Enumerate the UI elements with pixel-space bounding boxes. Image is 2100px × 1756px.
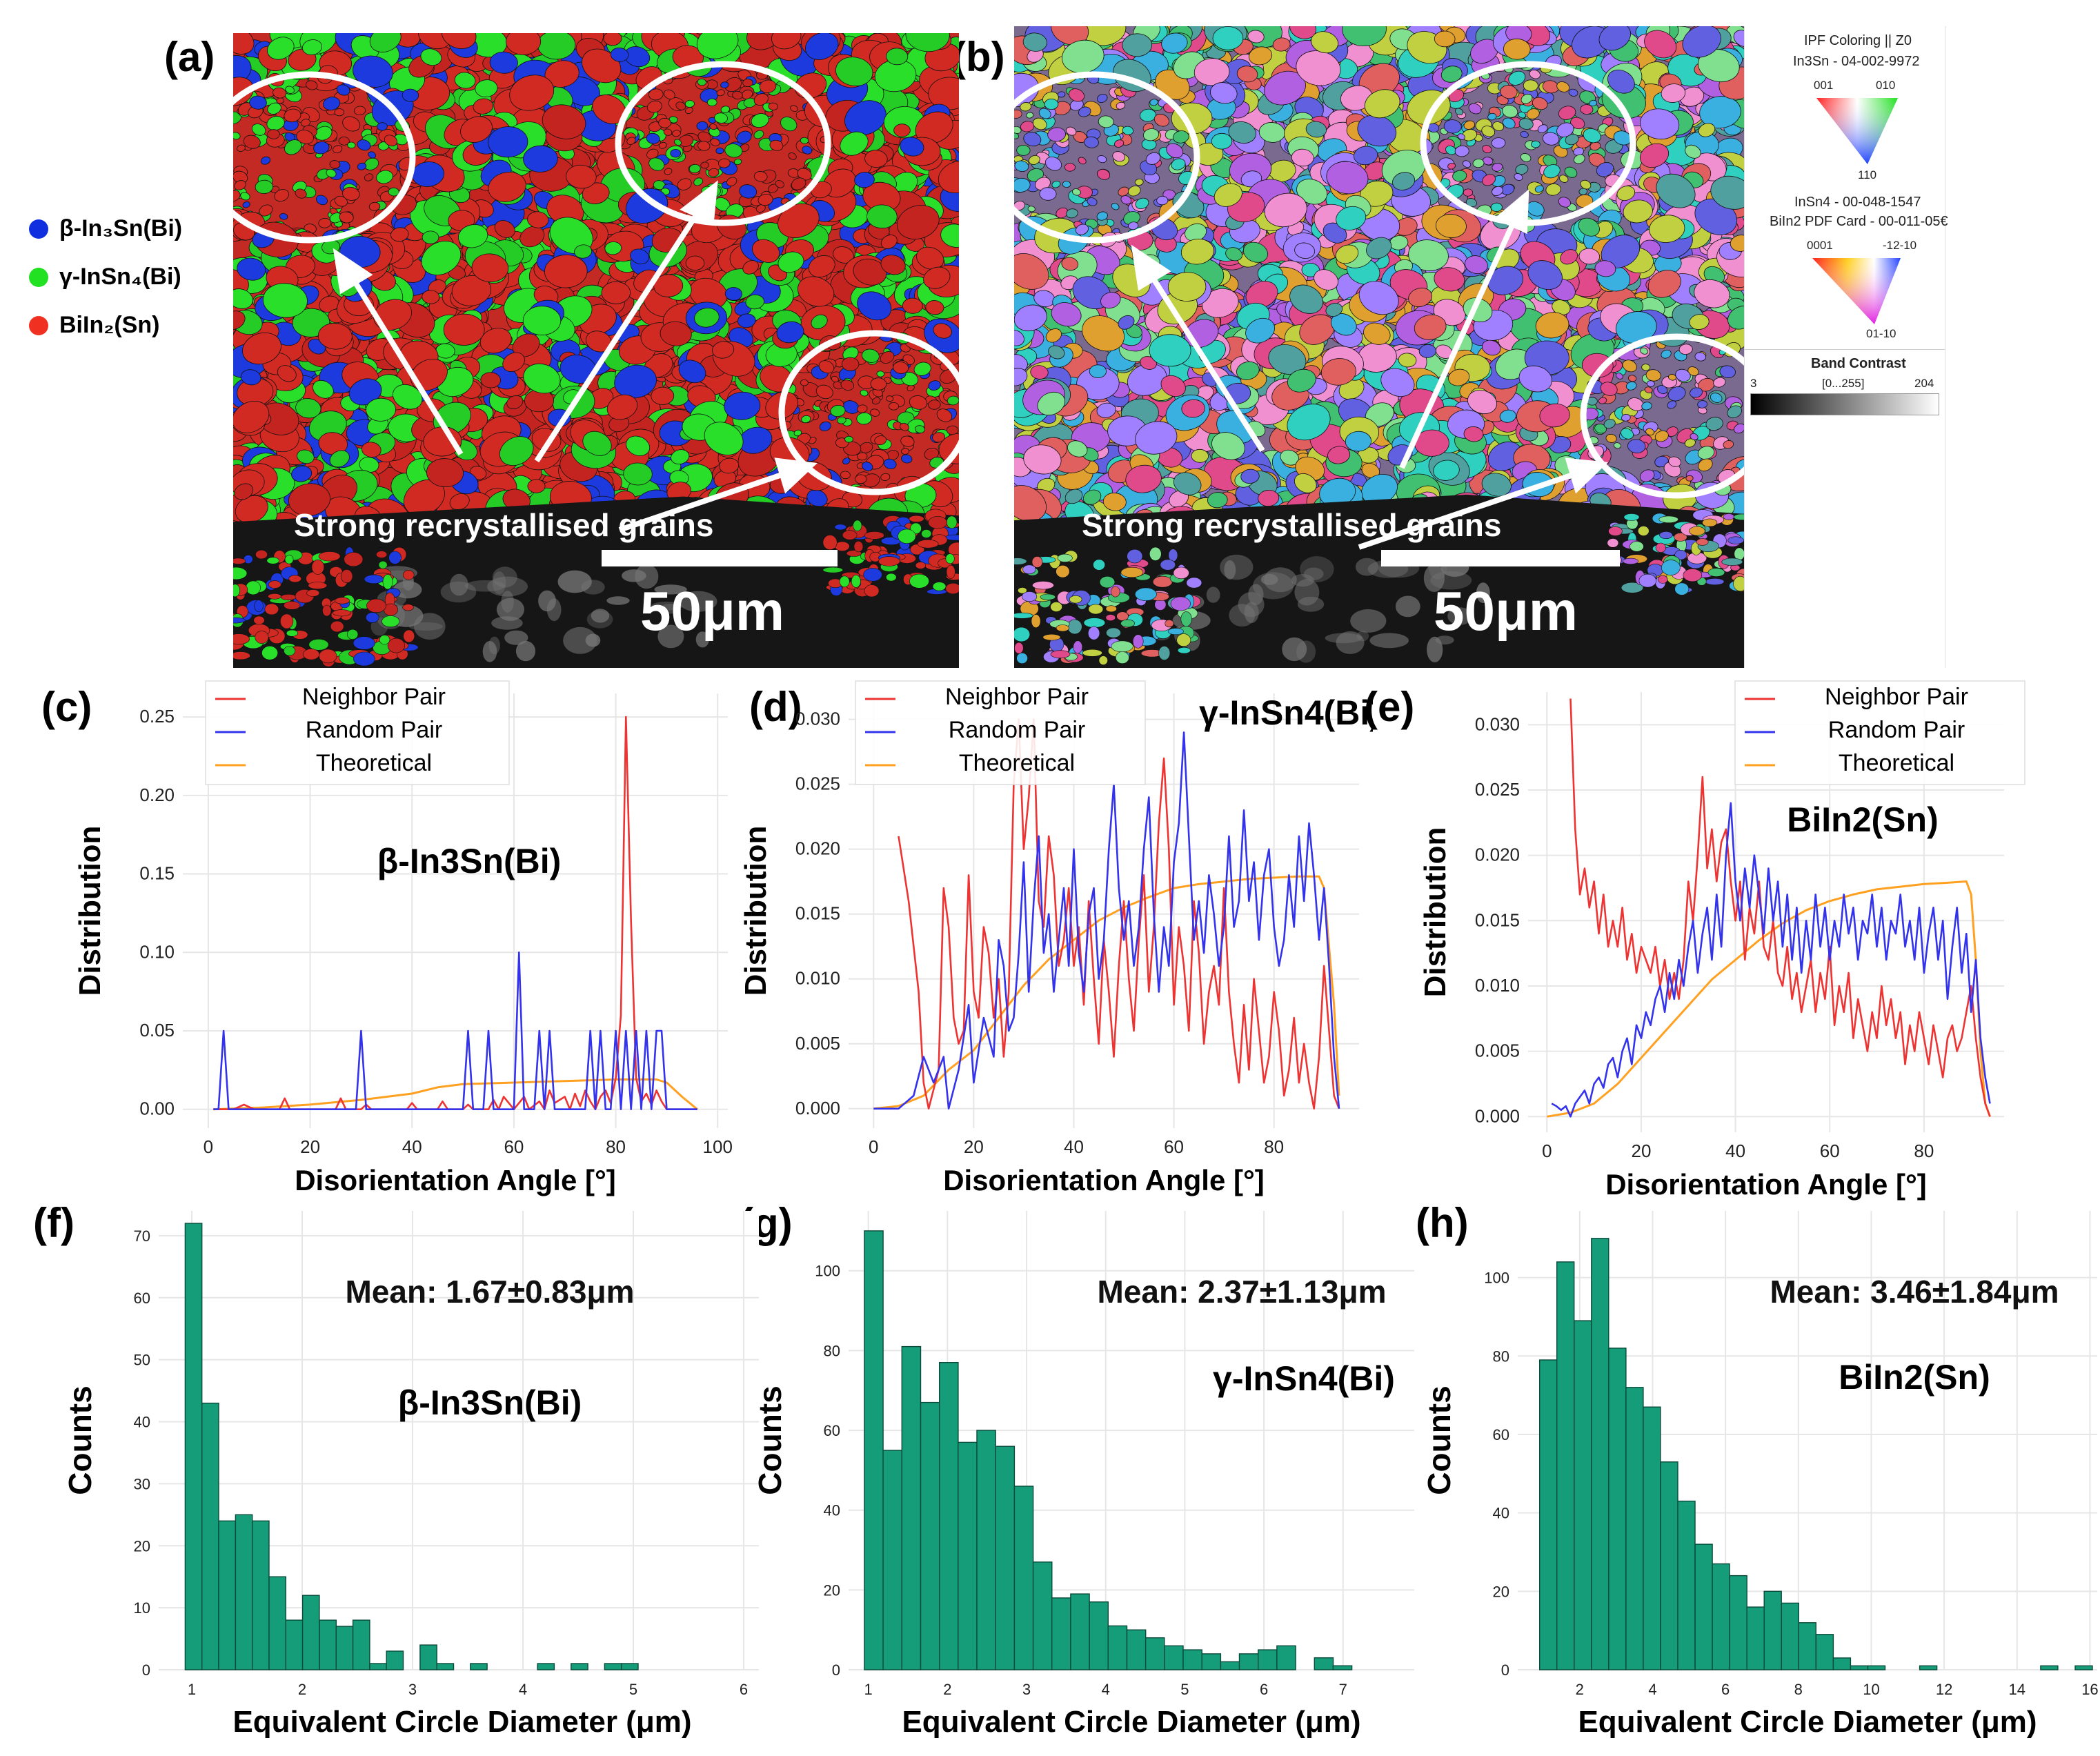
grain (876, 371, 885, 377)
legend-label: β-In₃Sn(Bi) (59, 215, 183, 241)
grain (658, 141, 667, 149)
grain (880, 473, 891, 481)
phase-map-grains (233, 33, 959, 668)
grain (329, 160, 341, 169)
phase-map-a (233, 33, 959, 668)
grain (233, 190, 241, 202)
grain (901, 454, 913, 464)
grain (338, 137, 350, 146)
legend-item-beta: β-In₃Sn(Bi) (29, 215, 182, 242)
grain-layer (233, 33, 959, 558)
legend-label: BiIn₂(Sn) (59, 312, 160, 338)
legend-item-gamma: γ-InSn₄(Bi) (29, 264, 181, 290)
grain (870, 408, 880, 417)
panel-label-a: (a) (164, 34, 215, 80)
grain (368, 151, 377, 159)
blue-dot-icon (29, 219, 48, 239)
red-dot-icon (29, 315, 48, 335)
grain (677, 178, 692, 190)
legend-label: γ-InSn₄(Bi) (59, 264, 181, 290)
panel-label-b: (b) (952, 34, 1005, 80)
green-dot-icon (29, 267, 48, 287)
legend-item-biin2: BiIn₂(Sn) (29, 312, 159, 339)
grain (347, 141, 356, 149)
grain (279, 213, 288, 220)
grain (668, 116, 678, 124)
